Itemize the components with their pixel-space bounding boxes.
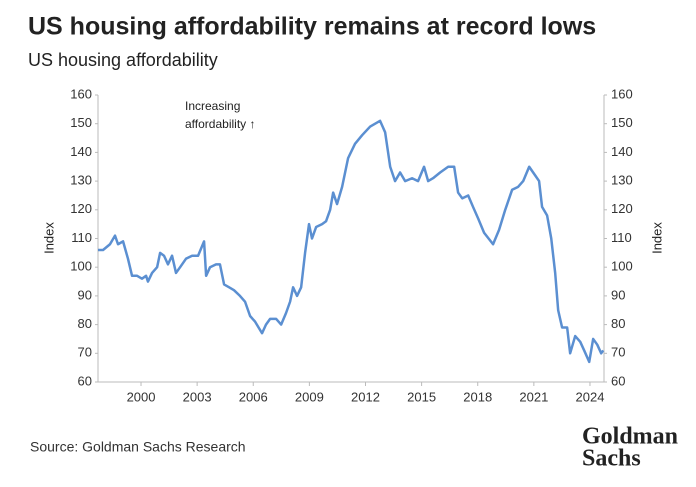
- annotation: Increasing: [185, 99, 240, 113]
- data-line: [98, 119, 605, 364]
- y2-tick-label: 160: [611, 86, 633, 101]
- y-tick-label: 100: [70, 259, 92, 274]
- y-tick-label: 70: [78, 345, 92, 360]
- y2-tick-label: 130: [611, 173, 633, 188]
- y2-tick-label: 150: [611, 115, 633, 130]
- y2-tick-label: 70: [611, 345, 625, 360]
- chart-title: US housing affordability remains at reco…: [28, 13, 596, 41]
- x-tick-label: 2000: [127, 389, 156, 404]
- logo: Sachs: [582, 446, 641, 472]
- x-tick-label: 2018: [463, 389, 492, 404]
- chart-subtitle: US housing affordability: [28, 50, 218, 70]
- x-tick-label: 2021: [519, 389, 548, 404]
- y-tick-label: 90: [78, 287, 92, 302]
- x-tick-label: 2009: [295, 389, 324, 404]
- y2-tick-label: 140: [611, 144, 633, 159]
- x-tick-label: 2006: [239, 389, 268, 404]
- y-tick-label: 80: [78, 316, 92, 331]
- x-tick-label: 2024: [576, 389, 605, 404]
- source: Source: Goldman Sachs Research: [30, 439, 246, 455]
- logo: Goldman: [582, 424, 678, 450]
- y-tick-label: 140: [70, 144, 92, 159]
- y-tick-label: 120: [70, 201, 92, 216]
- y-axis-label: Index: [41, 222, 56, 254]
- y-tick-label: 110: [71, 230, 92, 245]
- y2-tick-label: 120: [611, 201, 633, 216]
- x-tick-label: 2012: [351, 389, 380, 404]
- y2-tick-label: 60: [611, 373, 625, 388]
- y-tick-label: 150: [70, 115, 92, 130]
- y2-axis-label: Index: [649, 222, 664, 254]
- y2-tick-label: 80: [611, 316, 625, 331]
- annotation: affordability ↑: [185, 117, 255, 131]
- y2-tick-label: 90: [611, 287, 625, 302]
- y2-tick-label: 110: [611, 230, 632, 245]
- y-tick-label: 160: [70, 86, 92, 101]
- x-tick-label: 2003: [183, 389, 212, 404]
- y2-tick-label: 100: [611, 259, 633, 274]
- y-tick-label: 130: [70, 173, 92, 188]
- y-tick-label: 60: [78, 373, 92, 388]
- x-tick-label: 2015: [407, 389, 436, 404]
